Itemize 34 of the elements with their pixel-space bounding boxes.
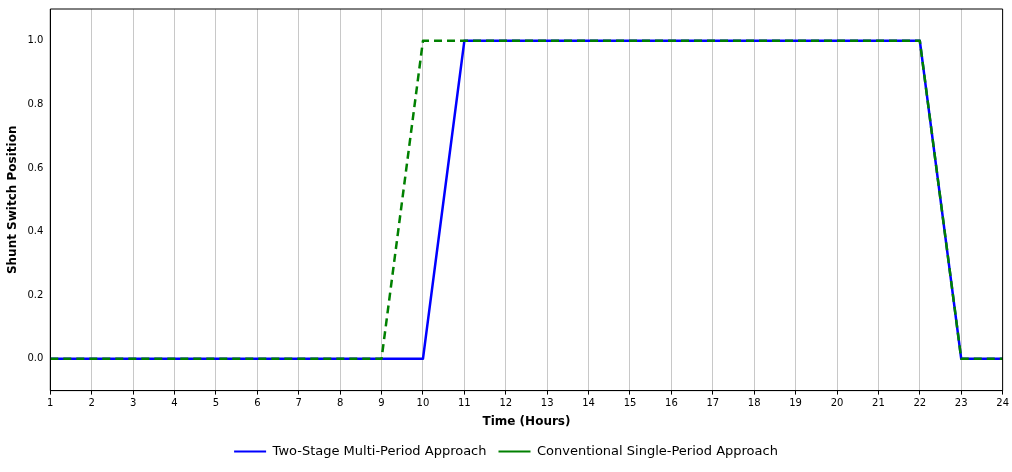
x-tick-label: 12 [499,397,513,409]
y-tick-label: 0.8 [27,97,44,109]
x-tick-label: 11 [457,397,471,409]
y-tick-label: 0.4 [27,225,44,237]
x-tick-label: 6 [254,397,261,409]
x-tick-label: 4 [171,397,178,409]
x-tick-label: 9 [378,397,385,409]
y-tick-label: 0.0 [27,352,44,364]
x-tick-label: 13 [540,397,554,409]
y-tick-label: 0.2 [27,288,44,300]
x-tick-label: 15 [623,397,637,409]
x-tick-label: 16 [665,397,678,409]
x-tick-label: 21 [872,397,885,409]
x-tick-label: 2 [88,397,95,409]
x-tick-label: 20 [830,397,844,409]
x-tick-label: 8 [336,397,344,409]
legend-label: Conventional Single-Period Approach [537,442,778,458]
x-tick-label: 10 [416,397,430,409]
x-tick-label: 1 [47,397,54,409]
y-axis-title: Shunt Switch Position [5,125,20,275]
x-tick-label: 19 [789,397,802,409]
x-tick-label: 23 [954,397,968,409]
legend-label: Two-Stage Multi-Period Approach [271,442,487,458]
x-tick-label: 5 [212,397,220,409]
x-tick-label: 17 [706,397,720,409]
x-tick-label: 7 [295,397,302,409]
y-tick-label: 1.0 [27,34,44,46]
x-tick-label: 24 [996,397,1009,409]
x-tick-label: 18 [747,397,761,409]
x-tick-label: 22 [913,397,927,409]
x-tick-label: 3 [129,397,137,409]
y-tick-label: 0.6 [27,161,44,173]
x-axis-title: Time (Hours) [482,413,571,428]
x-tick-label: 14 [582,397,595,409]
